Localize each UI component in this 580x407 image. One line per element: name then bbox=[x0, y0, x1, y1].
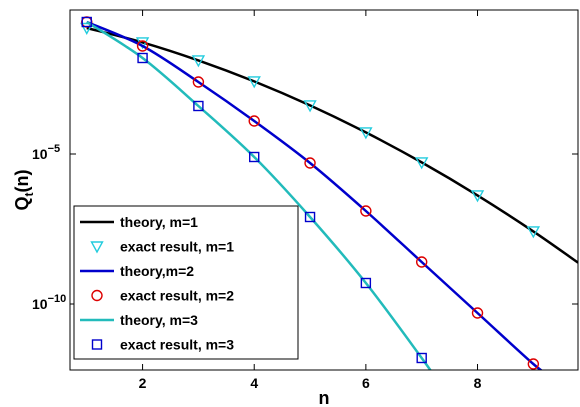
y-axis-label-tail: (n) bbox=[12, 169, 32, 192]
legend-box bbox=[73, 205, 299, 360]
x-tick-label: 6 bbox=[362, 375, 370, 391]
data-point bbox=[137, 52, 148, 64]
data-point bbox=[135, 37, 150, 50]
data-point bbox=[415, 256, 428, 268]
legend-label: theory, m=1 bbox=[120, 214, 198, 230]
data-point bbox=[192, 76, 205, 88]
data-point bbox=[359, 127, 373, 140]
data-point bbox=[470, 190, 485, 203]
legend-item-theory-m-1: theory, m=1 bbox=[80, 214, 198, 230]
data-point bbox=[471, 307, 484, 319]
data-point bbox=[193, 100, 204, 112]
data-point bbox=[416, 352, 427, 364]
legend-label: exact result, m=1 bbox=[120, 239, 234, 255]
series-layer bbox=[80, 16, 578, 370]
data-point bbox=[81, 16, 92, 28]
legend-swatch bbox=[91, 339, 103, 350]
data-point bbox=[304, 211, 316, 223]
series-theory-m-1 bbox=[86, 26, 578, 264]
series-exact-result-m-3 bbox=[81, 16, 427, 364]
data-point bbox=[247, 76, 261, 89]
y-axis-label-sub: t bbox=[22, 192, 36, 196]
series-theory-m-2 bbox=[86, 20, 543, 370]
legend-item-theory-m-2: theory,m=2 bbox=[80, 263, 194, 279]
series-line bbox=[86, 20, 432, 370]
legend-item-exact-result-m-2: exact result, m=2 bbox=[91, 288, 234, 304]
x-axis-label: n bbox=[319, 388, 330, 407]
data-point bbox=[527, 358, 540, 370]
series-theory-m-3 bbox=[86, 20, 432, 370]
data-point bbox=[304, 157, 316, 169]
data-point bbox=[248, 115, 260, 127]
legend: theory, m=1 exact result, m=1 theory,m=2 ex… bbox=[73, 205, 299, 360]
x-tick-label: 2 bbox=[139, 375, 147, 391]
data-point bbox=[360, 205, 372, 217]
series-exact-result-m-2 bbox=[81, 16, 540, 370]
legend-swatch bbox=[91, 289, 103, 302]
data-point bbox=[526, 226, 541, 239]
svg-text:Qt(n): Qt(n) bbox=[12, 169, 36, 210]
x-tick-label: 8 bbox=[474, 375, 482, 391]
data-point bbox=[415, 157, 429, 170]
series-line bbox=[86, 26, 578, 264]
legend-label: exact result, m=2 bbox=[120, 288, 234, 304]
data-point bbox=[360, 277, 372, 289]
series-exact-result-m-1 bbox=[80, 22, 541, 239]
legend-item-exact-result-m-1: exact result, m=1 bbox=[90, 239, 234, 255]
legend-item-exact-result-m-3: exact result, m=3 bbox=[91, 337, 234, 353]
y-axis-label-main: Q bbox=[12, 196, 32, 210]
legend-label: theory,m=2 bbox=[120, 263, 194, 279]
legend-label: exact result, m=3 bbox=[120, 337, 234, 353]
y-tick-label: 10−10 bbox=[32, 293, 66, 312]
data-point bbox=[249, 151, 260, 163]
data-point bbox=[80, 22, 94, 35]
y-axis-label: Qt(n) bbox=[12, 169, 36, 210]
legend-swatch bbox=[90, 241, 104, 254]
legend-item-theory-m-3: theory, m=3 bbox=[80, 312, 198, 328]
x-tick-label: 4 bbox=[250, 375, 258, 391]
tick-layer: 2 4 6 8 10−5 10−10 bbox=[32, 10, 578, 391]
data-point bbox=[191, 55, 206, 68]
plot-frame bbox=[69, 9, 579, 371]
series-line bbox=[86, 20, 543, 370]
y-tick-label: 10−5 bbox=[32, 143, 60, 162]
data-point bbox=[303, 100, 317, 113]
data-point bbox=[136, 40, 149, 52]
legend-label: theory, m=3 bbox=[120, 312, 198, 328]
